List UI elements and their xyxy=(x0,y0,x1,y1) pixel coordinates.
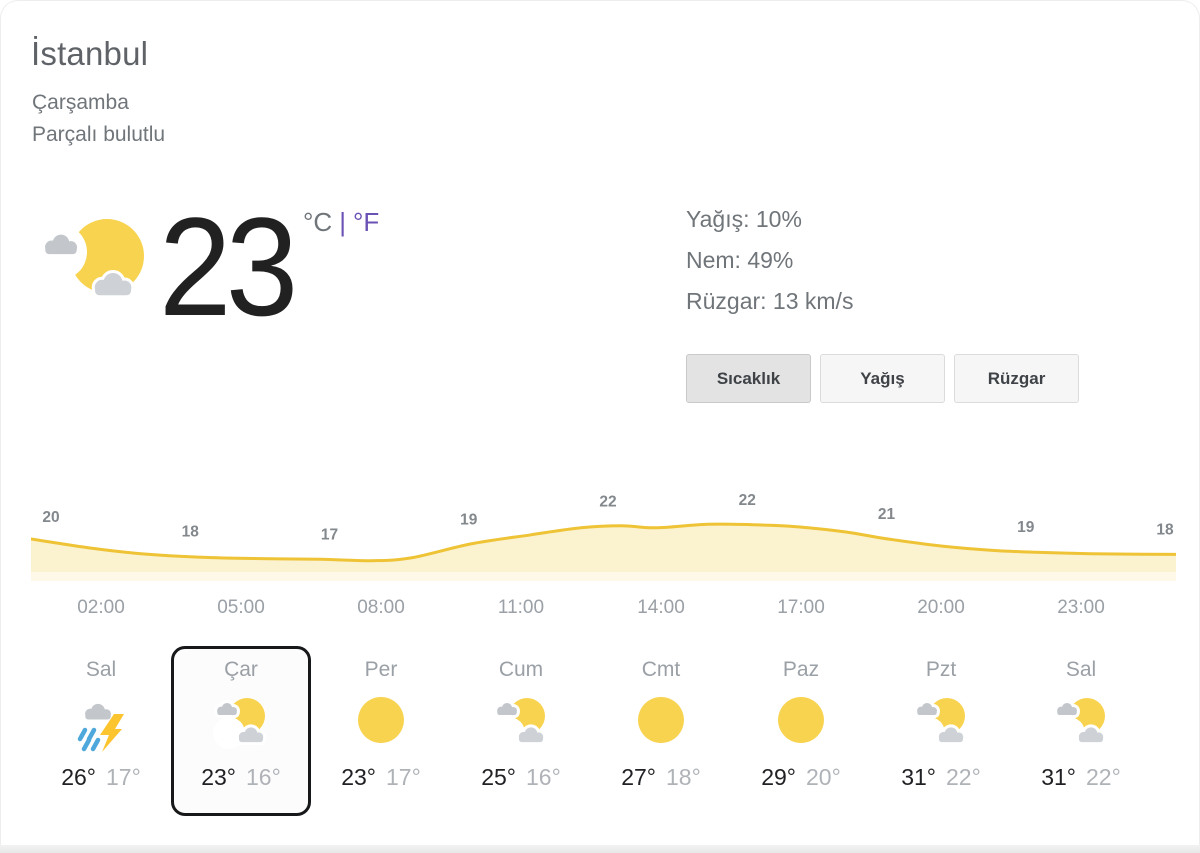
time-axis-label: 20:00 xyxy=(917,597,965,618)
forecast-day-cell[interactable]: Sal 31° 22° xyxy=(1011,646,1151,816)
time-axis-label: 08:00 xyxy=(357,597,405,618)
forecast-low-temp: 18° xyxy=(666,764,701,790)
chart-baseline-band xyxy=(31,572,1176,581)
forecast-low-temp: 22° xyxy=(946,764,981,790)
forecast-day-name: Cum xyxy=(498,658,544,681)
sunny-icon xyxy=(348,690,414,752)
forecast-high-temp: 23° xyxy=(201,764,236,790)
forecast-day-name: Çar xyxy=(224,658,258,681)
partly-cloudy-icon xyxy=(1048,690,1114,752)
forecast-day-temps: 23° 17° xyxy=(341,764,421,791)
forecast-day-cell[interactable]: Cmt 27° 18° xyxy=(591,646,731,816)
chart-point-label: 18 xyxy=(1156,521,1174,538)
chart-area-fill xyxy=(31,524,1176,572)
location-title: İstanbul xyxy=(31,35,149,72)
chart-point-label: 18 xyxy=(182,524,200,541)
chart-point-label: 22 xyxy=(599,493,616,510)
partly-cloudy-icon xyxy=(908,690,974,752)
forecast-high-temp: 29° xyxy=(761,764,796,790)
forecast-low-temp: 16° xyxy=(526,764,561,790)
unit-divider: | xyxy=(339,207,346,237)
forecast-high-temp: 23° xyxy=(341,764,376,790)
forecast-high-temp: 31° xyxy=(901,764,936,790)
current-details: Yağış: 10% Nem: 49% Rüzgar: 13 km/s xyxy=(686,199,853,322)
chart-point-label: 20 xyxy=(42,509,59,526)
chart-temperature-line xyxy=(31,522,1176,563)
current-day-label: Çarşamba xyxy=(32,91,129,114)
partly-cloudy-icon xyxy=(488,690,554,752)
current-condition-label: Parçalı bulutlu xyxy=(32,123,166,146)
wind-value: Rüzgar: 13 km/s xyxy=(686,288,854,314)
time-axis-label: 11:00 xyxy=(497,597,545,618)
celsius-unit-label: °C xyxy=(303,207,333,237)
forecast-day-cell[interactable]: Per 23° 17° xyxy=(311,646,451,816)
temperature-chart: 20 18 17 19 22 22 21 19 18 xyxy=(31,492,1176,581)
forecast-day-temps: 27° 18° xyxy=(621,764,701,791)
forecast-day-name: Pzt xyxy=(925,658,957,681)
forecast-low-temp: 20° xyxy=(806,764,841,790)
chart-point-label: 17 xyxy=(321,527,338,544)
forecast-day-temps: 31° 22° xyxy=(901,764,981,791)
forecast-high-temp: 26° xyxy=(61,764,96,790)
forecast-low-temp: 17° xyxy=(106,764,141,790)
chart-point-label: 21 xyxy=(878,506,896,523)
current-day-and-condition: Çarşamba Parçalı bulutlu xyxy=(32,87,165,151)
forecast-day-cell[interactable]: Paz 29° 20° xyxy=(731,646,871,816)
forecast-day-name: Sal xyxy=(1065,658,1097,681)
thunderstorm-icon xyxy=(68,690,134,752)
forecast-day-temps: 25° 16° xyxy=(481,764,561,791)
chart-point-label: 22 xyxy=(739,492,756,509)
sunny-icon xyxy=(628,690,694,752)
tab-temperature[interactable]: Sıcaklık xyxy=(686,354,811,403)
forecast-day-cell[interactable]: Cum 25° 16° xyxy=(451,646,591,816)
partly-cloudy-icon xyxy=(208,690,274,752)
chart-mode-tabs: Sıcaklık Yağış Rüzgar xyxy=(686,354,1088,403)
chart-point-label: 19 xyxy=(460,511,478,528)
daily-forecast-row: Sal 26° 17° Çar 23° 16° Per 23° 17° Cum 25° 16° Cmt 2… xyxy=(31,646,1151,816)
forecast-day-cell[interactable]: Pzt 31° 22° xyxy=(871,646,1011,816)
fahrenheit-unit-link[interactable]: °F xyxy=(352,207,380,237)
time-axis: 02:00 05:00 08:00 11:00 14:00 17:00 20:00 23:00 xyxy=(31,597,1151,619)
forecast-day-temps: 23° 16° xyxy=(201,764,281,791)
forecast-day-temps: 31° 22° xyxy=(1041,764,1121,791)
time-axis-label: 23:00 xyxy=(1057,597,1105,618)
forecast-day-name: Cmt xyxy=(641,658,681,681)
humidity-value: Nem: 49% xyxy=(686,247,794,273)
unit-switcher: °C | °F xyxy=(303,207,379,238)
forecast-low-temp: 17° xyxy=(386,764,421,790)
forecast-day-cell[interactable]: Sal 26° 17° xyxy=(31,646,171,816)
time-axis-label: 14:00 xyxy=(637,597,685,618)
chart-point-label: 19 xyxy=(1017,519,1035,536)
forecast-day-cell[interactable]: Çar 23° 16° xyxy=(171,646,311,816)
forecast-day-name: Sal xyxy=(85,658,117,681)
forecast-low-temp: 16° xyxy=(246,764,281,790)
forecast-low-temp: 22° xyxy=(1086,764,1121,790)
tab-precipitation[interactable]: Yağış xyxy=(820,354,945,403)
time-axis-label: 05:00 xyxy=(217,597,265,618)
forecast-day-name: Paz xyxy=(782,658,820,681)
partly-cloudy-icon xyxy=(31,206,156,316)
sunny-icon xyxy=(768,690,834,752)
precipitation-value: Yağış: 10% xyxy=(686,206,802,232)
current-temperature: 23 xyxy=(159,188,298,345)
forecast-high-temp: 25° xyxy=(481,764,516,790)
forecast-day-name: Per xyxy=(364,658,398,681)
forecast-day-temps: 26° 17° xyxy=(61,764,141,791)
time-axis-label: 17:00 xyxy=(777,597,825,618)
page-bottom-strip xyxy=(0,845,1200,853)
forecast-high-temp: 27° xyxy=(621,764,656,790)
forecast-day-temps: 29° 20° xyxy=(761,764,841,791)
tab-wind[interactable]: Rüzgar xyxy=(954,354,1079,403)
forecast-high-temp: 31° xyxy=(1041,764,1076,790)
time-axis-label: 02:00 xyxy=(77,597,125,618)
